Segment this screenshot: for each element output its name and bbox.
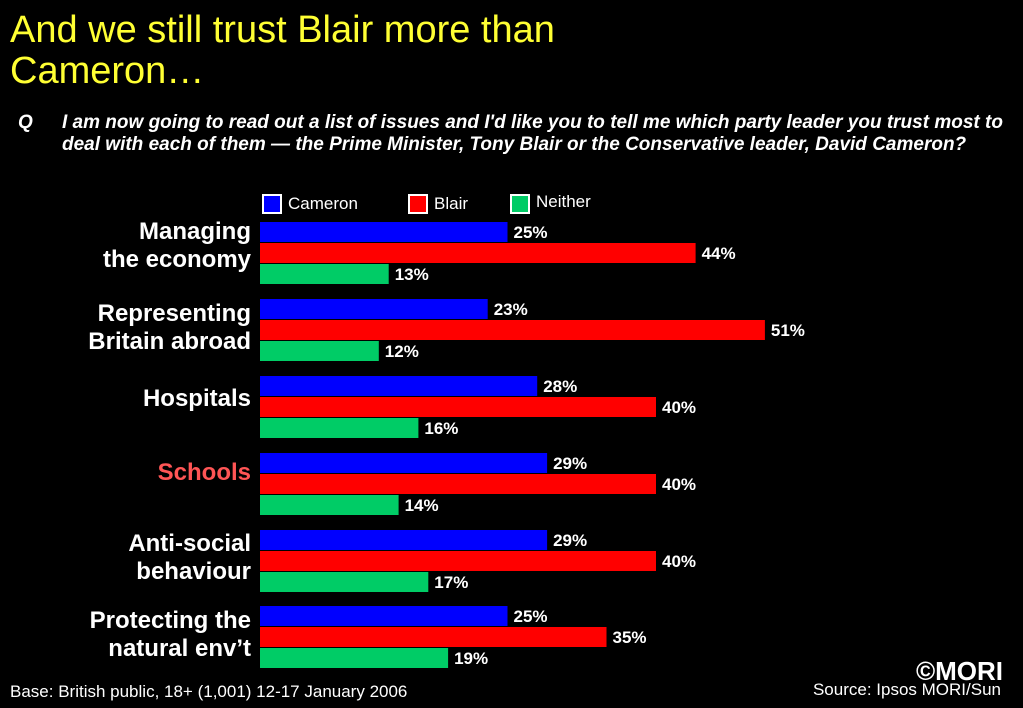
bar-cameron-representing-britain-abroad bbox=[260, 299, 488, 319]
base-note: Base: British public, 18+ (1,001) 12-17 … bbox=[10, 682, 408, 701]
bar-neither-schools bbox=[260, 495, 399, 515]
value-label-neither-protecting-the-natural-env-t: 19% bbox=[454, 649, 488, 668]
bar-blair-protecting-the-natural-env-t bbox=[260, 627, 607, 647]
category-label-line: Representing bbox=[97, 300, 251, 327]
value-label-blair-protecting-the-natural-env-t: 35% bbox=[613, 628, 647, 647]
value-label-blair-representing-britain-abroad: 51% bbox=[771, 321, 805, 340]
bar-cameron-protecting-the-natural-env-t bbox=[260, 606, 508, 626]
value-label-neither-managing-the-economy: 13% bbox=[395, 265, 429, 284]
category-label-line: the economy bbox=[102, 246, 251, 273]
legend-label-blair: Blair bbox=[434, 194, 469, 213]
value-label-blair-schools: 40% bbox=[662, 475, 696, 494]
category-label-line: Hospitals bbox=[142, 385, 251, 412]
value-label-neither-schools: 14% bbox=[405, 496, 439, 515]
value-label-neither-representing-britain-abroad: 12% bbox=[385, 342, 419, 361]
value-label-cameron-hospitals: 28% bbox=[543, 377, 577, 396]
category-label-managing-economy: Managing the economy bbox=[103, 218, 251, 274]
category-label-line: Schools bbox=[157, 459, 251, 486]
category-label-line: natural env’t bbox=[108, 635, 251, 662]
category-label-representing-britain: Representing Britain abroad bbox=[88, 300, 251, 356]
source-note: Source: Ipsos MORI/Sun bbox=[812, 680, 1001, 699]
bar-blair-schools bbox=[260, 474, 656, 494]
category-label-line: Protecting the bbox=[89, 607, 251, 634]
value-label-cameron-schools: 29% bbox=[553, 454, 587, 473]
bar-neither-representing-britain-abroad bbox=[260, 341, 379, 361]
bar-cameron-hospitals bbox=[260, 376, 538, 396]
legend-label-cameron: Cameron bbox=[288, 194, 358, 213]
category-label-line: Managing bbox=[139, 218, 251, 245]
bar-neither-anti-social-behaviour bbox=[260, 572, 429, 592]
value-label-cameron-anti-social-behaviour: 29% bbox=[553, 531, 587, 550]
value-label-cameron-protecting-the-natural-env-t: 25% bbox=[514, 607, 548, 626]
value-label-blair-anti-social-behaviour: 40% bbox=[662, 552, 696, 571]
page-title: And we still trust Blair more than Camer… bbox=[10, 9, 555, 92]
category-label-line: Britain abroad bbox=[88, 328, 251, 355]
value-label-neither-anti-social-behaviour: 17% bbox=[434, 573, 468, 592]
value-label-neither-hospitals: 16% bbox=[424, 419, 458, 438]
value-label-blair-hospitals: 40% bbox=[662, 398, 696, 417]
bar-blair-hospitals bbox=[260, 397, 656, 417]
value-label-cameron-managing-the-economy: 25% bbox=[514, 223, 548, 242]
bar-neither-hospitals bbox=[260, 418, 419, 438]
bar-cameron-anti-social-behaviour bbox=[260, 530, 548, 550]
bar-neither-protecting-the-natural-env-t bbox=[260, 648, 449, 668]
question-text: I am now going to read out a list of iss… bbox=[62, 112, 1003, 155]
value-label-cameron-representing-britain-abroad: 23% bbox=[494, 300, 528, 319]
category-label-line: behaviour bbox=[136, 558, 251, 585]
legend-label-neither: Neither bbox=[536, 192, 591, 211]
legend-swatch-cameron bbox=[262, 194, 282, 214]
category-label-schools: Schools bbox=[158, 459, 251, 487]
category-label-hospitals: Hospitals bbox=[143, 385, 251, 413]
legend-swatch-neither bbox=[510, 194, 530, 214]
bar-cameron-schools bbox=[260, 453, 548, 473]
category-label-anti-social-behaviour: Anti-social behaviour bbox=[128, 530, 251, 586]
question-label: Q bbox=[18, 112, 33, 133]
category-label-line: Anti-social bbox=[128, 530, 251, 557]
category-label-protecting-env: Protecting the natural env’t bbox=[90, 607, 251, 663]
bar-blair-representing-britain-abroad bbox=[260, 320, 765, 340]
legend-swatch-blair bbox=[408, 194, 428, 214]
bar-neither-managing-the-economy bbox=[260, 264, 389, 284]
bar-blair-anti-social-behaviour bbox=[260, 551, 656, 571]
bar-cameron-managing-the-economy bbox=[260, 222, 508, 242]
bar-blair-managing-the-economy bbox=[260, 243, 696, 263]
value-label-blair-managing-the-economy: 44% bbox=[702, 244, 736, 263]
mori-logo: ©MORI bbox=[915, 656, 1003, 686]
